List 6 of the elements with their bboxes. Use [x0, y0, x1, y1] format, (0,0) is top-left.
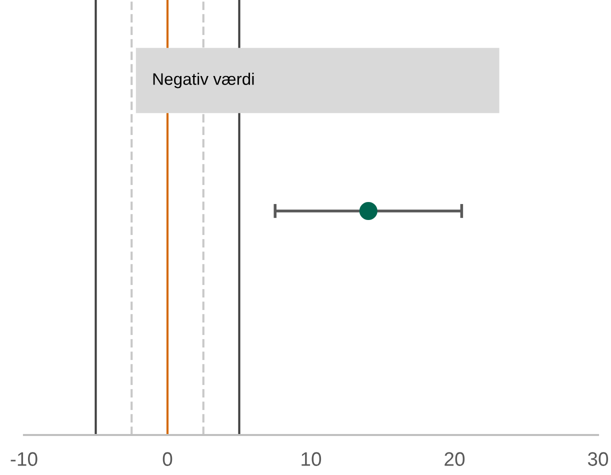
x-tick-label: 30: [588, 452, 608, 466]
x-tick-label: 0: [162, 452, 172, 466]
x-tick-label: -10: [10, 452, 38, 466]
x-tick-label: 10: [302, 452, 322, 466]
annotation: Negativ værdi: [153, 72, 254, 88]
x-tick-label: 20: [444, 452, 465, 466]
